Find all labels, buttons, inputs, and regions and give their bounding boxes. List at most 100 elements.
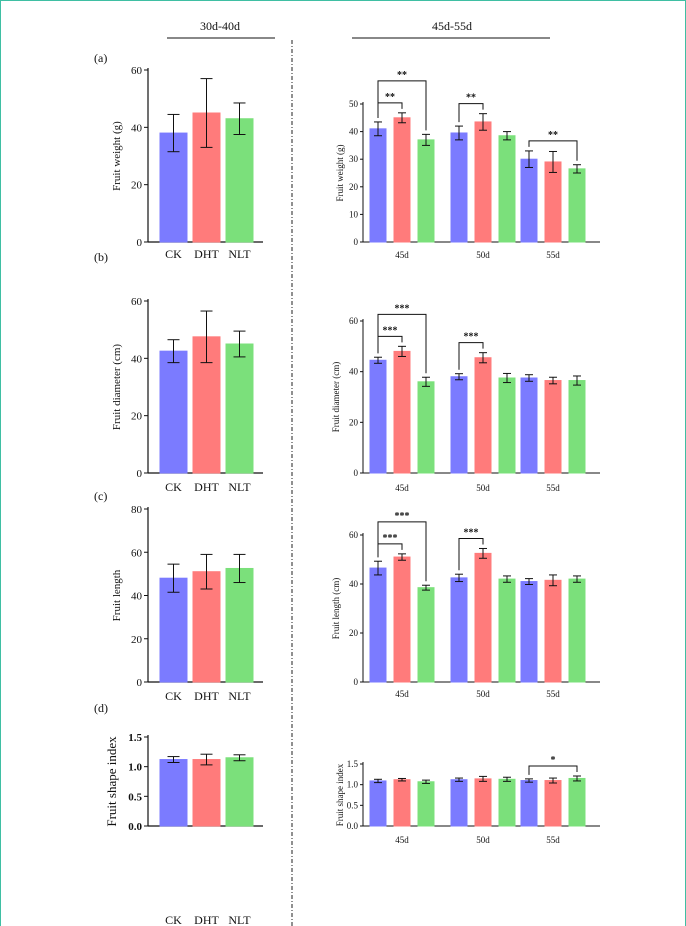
y-axis-label: Fruit length (cm) bbox=[331, 578, 341, 640]
plots: 0204060Fruit weight (g)CK DHT NLT(a)010203… bbox=[94, 51, 600, 926]
y-axis-label: Fruit diameter (cm) bbox=[111, 344, 123, 430]
x-tick-label: 45d bbox=[395, 835, 409, 845]
significance-label: *** bbox=[383, 533, 398, 544]
significance-label: * bbox=[551, 755, 556, 766]
y-tick-label: 0.0 bbox=[347, 821, 359, 831]
chart-left-3: 0.00.51.01.5Fruit shape indexCK DHT NLT(d) bbox=[94, 701, 263, 926]
y-tick-label: 10 bbox=[349, 209, 359, 219]
x-tick-label: NLT bbox=[228, 689, 251, 703]
bar bbox=[418, 140, 434, 242]
bar bbox=[370, 129, 386, 242]
significance-bracket bbox=[378, 544, 402, 557]
y-tick-label: 0.5 bbox=[128, 791, 142, 803]
y-axis-label: Fruit shape index bbox=[335, 763, 345, 826]
header-right-label: 45d-55d bbox=[432, 19, 472, 33]
x-tick-label: 50d bbox=[476, 835, 490, 845]
bar bbox=[451, 377, 467, 473]
significance-bracket bbox=[459, 104, 483, 122]
significance-label: ** bbox=[548, 130, 558, 141]
y-tick-label: 40 bbox=[131, 353, 143, 365]
bar-ck bbox=[160, 351, 187, 473]
y-tick-label: 0 bbox=[354, 237, 359, 247]
y-tick-label: 0 bbox=[137, 237, 143, 249]
bar bbox=[545, 580, 561, 682]
bar-nlt bbox=[226, 758, 253, 826]
y-tick-label: 30 bbox=[349, 154, 359, 164]
significance-bracket bbox=[529, 766, 577, 775]
y-tick-label: 60 bbox=[349, 316, 359, 326]
significance-label: ** bbox=[397, 70, 407, 81]
bar bbox=[521, 159, 537, 242]
bar bbox=[545, 162, 561, 242]
group-header: 30d-40d 45d-55d bbox=[167, 19, 550, 38]
y-axis-label: Fruit length bbox=[111, 569, 123, 621]
bar bbox=[521, 582, 537, 682]
bar bbox=[451, 780, 467, 826]
y-tick-label: 60 bbox=[131, 296, 143, 308]
x-tick-label: DHT bbox=[194, 247, 219, 261]
y-axis-label: Fruit weight (g) bbox=[335, 145, 345, 202]
bar bbox=[475, 553, 491, 682]
bar bbox=[499, 579, 515, 682]
panel-label: (b) bbox=[94, 250, 108, 264]
bar bbox=[521, 781, 537, 826]
x-tick-label: CK bbox=[165, 689, 182, 703]
y-tick-label: 20 bbox=[349, 417, 359, 427]
y-tick-label: 40 bbox=[131, 122, 143, 134]
bar bbox=[394, 118, 410, 242]
x-tick-label: 55d bbox=[546, 250, 560, 260]
bar bbox=[418, 382, 434, 473]
bar bbox=[521, 378, 537, 473]
x-tick-label: 50d bbox=[476, 689, 490, 699]
x-tick-label: DHT bbox=[194, 913, 219, 926]
y-axis-label: Fruit shape index bbox=[104, 736, 119, 827]
y-tick-label: 40 bbox=[349, 127, 359, 137]
y-tick-label: 50 bbox=[349, 99, 359, 109]
bar bbox=[394, 351, 410, 473]
x-tick-label: 55d bbox=[546, 835, 560, 845]
y-tick-label: 1.5 bbox=[128, 732, 142, 744]
bar bbox=[394, 780, 410, 826]
x-tick-label: CK bbox=[165, 913, 182, 926]
y-tick-label: 1.0 bbox=[128, 762, 142, 774]
panel-label: (c) bbox=[94, 489, 107, 503]
bar bbox=[451, 578, 467, 682]
y-tick-label: 60 bbox=[349, 530, 359, 540]
chart-right-3: 0.00.51.01.5Fruit shape index45d 50d 55d* bbox=[335, 755, 600, 845]
chart-left-2: 020406080Fruit lengthCK DHT NLT(c) bbox=[94, 489, 263, 703]
y-tick-label: 0 bbox=[137, 468, 143, 480]
x-tick-label: 50d bbox=[476, 250, 490, 260]
x-tick-label: CK bbox=[165, 247, 182, 261]
bar bbox=[545, 781, 561, 826]
y-tick-label: 20 bbox=[131, 180, 143, 192]
y-tick-label: 60 bbox=[131, 65, 143, 77]
x-tick-label: CK bbox=[165, 480, 182, 494]
y-tick-label: 0 bbox=[137, 677, 143, 689]
bar bbox=[499, 779, 515, 826]
bar bbox=[475, 122, 491, 242]
chart-left-1: 0 20 40 60 Fruit diameter (cm) CK DHT NLT (b) bbox=[94, 250, 263, 494]
bar-nlt bbox=[226, 344, 253, 473]
bar bbox=[451, 133, 467, 242]
y-tick-label: 0 bbox=[354, 468, 359, 478]
bar bbox=[569, 778, 585, 826]
y-tick-label: 0.0 bbox=[128, 821, 142, 833]
y-tick-label: 0.5 bbox=[347, 800, 359, 810]
significance-bracket bbox=[378, 336, 402, 353]
significance-label: *** bbox=[383, 325, 398, 336]
x-tick-label: DHT bbox=[194, 480, 219, 494]
bar-nlt bbox=[226, 568, 253, 682]
y-tick-label: 40 bbox=[131, 591, 143, 603]
chart-right-2: 0204060Fruit length (cm)45d 50d 55d*******… bbox=[331, 511, 600, 699]
y-axis-label: Fruit weight (g) bbox=[111, 121, 123, 191]
x-tick-label: NLT bbox=[228, 247, 251, 261]
x-tick-label: 50d bbox=[476, 483, 490, 493]
bar bbox=[475, 779, 491, 826]
x-tick-label: 55d bbox=[546, 689, 560, 699]
bar bbox=[370, 360, 386, 473]
bar bbox=[370, 781, 386, 826]
x-tick-label: NLT bbox=[228, 480, 251, 494]
bar-nlt bbox=[226, 119, 253, 242]
